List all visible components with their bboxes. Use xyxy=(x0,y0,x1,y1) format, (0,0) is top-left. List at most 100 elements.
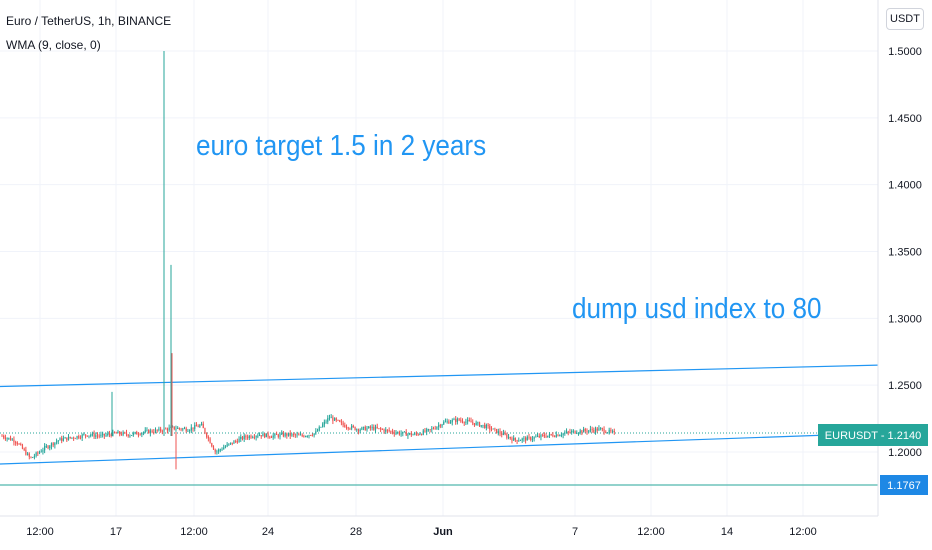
candle-body xyxy=(371,426,373,429)
candle-body xyxy=(66,437,68,441)
svg-text:1.1767: 1.1767 xyxy=(887,480,921,492)
candle-body xyxy=(388,430,390,432)
candle-body xyxy=(535,436,537,438)
candle-body xyxy=(190,427,192,431)
currency-button[interactable]: USDT xyxy=(886,8,924,30)
time-tick-label: 17 xyxy=(110,526,122,538)
candle-body xyxy=(386,429,389,431)
candle-body xyxy=(545,436,547,438)
candle-body xyxy=(45,446,47,447)
candle-body xyxy=(182,428,184,430)
candle-body xyxy=(497,431,499,434)
candle-body xyxy=(378,428,380,429)
candle-body xyxy=(513,437,515,441)
time-tick-label: 14 xyxy=(721,526,733,538)
candle-body xyxy=(15,442,17,444)
candle-body xyxy=(124,432,126,434)
candle-body xyxy=(564,432,566,434)
candle-body xyxy=(562,433,564,436)
candle-body xyxy=(264,433,266,438)
price-tick-label: 1.3500 xyxy=(888,247,922,259)
candle-body xyxy=(559,435,561,437)
candle-body xyxy=(13,439,15,443)
candle-body xyxy=(482,424,484,426)
candle-body xyxy=(318,427,320,431)
candle-body xyxy=(142,432,145,434)
candle-body xyxy=(344,425,346,428)
candle-body xyxy=(489,425,491,430)
candle-body xyxy=(374,426,377,430)
candle-body xyxy=(216,451,218,453)
candle-body xyxy=(362,426,365,428)
indicator-legend[interactable]: WMA (9, close, 0) xyxy=(6,38,101,52)
candle-body xyxy=(565,431,568,433)
candle-body xyxy=(69,436,71,438)
candle-body xyxy=(146,429,148,431)
candle-body xyxy=(267,433,269,437)
candle-body xyxy=(455,419,457,422)
price-tick-label: 1.2500 xyxy=(888,380,922,392)
candle-body xyxy=(301,434,303,436)
candle-body xyxy=(223,447,225,450)
candle-body xyxy=(359,429,361,432)
candle-body xyxy=(287,432,290,436)
price-tick-label: 1.2000 xyxy=(888,447,922,459)
candle-body xyxy=(530,437,532,440)
candle-body xyxy=(393,432,395,434)
candle-body xyxy=(32,457,34,459)
candle-body xyxy=(102,433,104,435)
annotation-euro-target[interactable]: euro target 1.5 in 2 years xyxy=(196,130,487,162)
candle-body xyxy=(444,421,447,423)
candle-body xyxy=(533,437,535,439)
candle-body xyxy=(584,429,586,431)
candle-body xyxy=(594,428,597,432)
candle-body xyxy=(64,437,66,439)
candle-body xyxy=(284,433,286,437)
candle-body xyxy=(129,435,131,437)
candle-body xyxy=(514,437,516,441)
candle-body xyxy=(47,446,49,449)
candle-body xyxy=(52,443,54,446)
candle-body xyxy=(4,437,7,439)
candle-body xyxy=(160,428,162,431)
candle-body xyxy=(279,434,281,437)
candle-body xyxy=(42,450,44,452)
candle-body xyxy=(49,446,51,449)
candle-body xyxy=(461,420,464,423)
candle-body xyxy=(277,434,279,437)
candle-body xyxy=(289,432,291,436)
candle-body xyxy=(368,426,370,429)
candle-body xyxy=(233,441,235,444)
time-tick-label: 12:00 xyxy=(26,526,54,538)
candle-body xyxy=(381,429,383,430)
candle-body xyxy=(593,430,595,432)
candle-body xyxy=(398,432,400,435)
candle-body xyxy=(294,434,296,436)
candle-body xyxy=(598,428,600,431)
candle-body xyxy=(352,425,354,427)
candle-body xyxy=(28,453,30,457)
candle-body xyxy=(472,422,474,424)
candle-body xyxy=(441,424,443,427)
candle-body xyxy=(23,448,25,450)
candle-body xyxy=(257,435,259,437)
candle-body xyxy=(453,419,455,420)
candle-body xyxy=(507,436,510,438)
candle-body xyxy=(405,431,407,436)
annotation-dump-usd[interactable]: dump usd index to 80 xyxy=(572,293,822,325)
candle-body xyxy=(613,431,615,432)
candle-body xyxy=(136,432,138,435)
candle-body xyxy=(18,443,20,445)
candle-body xyxy=(141,433,143,435)
candle-body xyxy=(502,433,505,435)
price-tick-label: 1.3000 xyxy=(888,313,922,325)
candle-body xyxy=(248,435,250,438)
candle-body xyxy=(131,435,133,436)
candle-body xyxy=(25,449,27,455)
symbol-title[interactable]: Euro / TetherUS, 1h, BINANCE xyxy=(6,14,172,28)
candle-body xyxy=(569,431,571,433)
candle-body xyxy=(57,440,59,442)
candle-body xyxy=(54,442,56,446)
candle-body xyxy=(62,438,64,441)
